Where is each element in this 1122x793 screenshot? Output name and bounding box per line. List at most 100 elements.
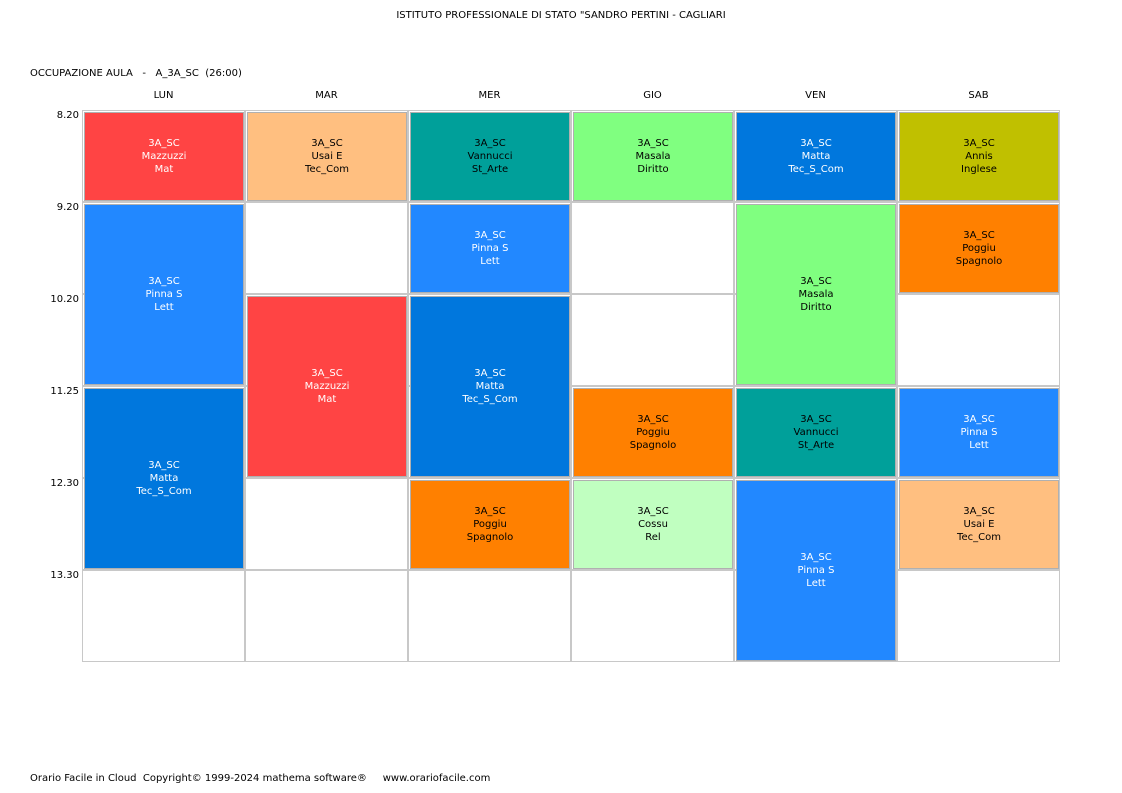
lesson-teacher: Masala xyxy=(635,151,671,162)
lesson-class: 3A_SC xyxy=(311,368,343,379)
lesson-block[interactable]: 3A_SC Mazzuzzi Mat xyxy=(84,112,244,201)
lesson-subject: Diritto xyxy=(800,302,832,313)
lesson-block[interactable]: 3A_SC Annis Inglese xyxy=(899,112,1059,201)
lesson-subject: Tec_Com xyxy=(305,164,349,175)
lesson-teacher: Pinna S xyxy=(797,565,835,576)
lesson-block[interactable]: 3A_SC Pinna S Lett xyxy=(736,480,896,661)
lesson-subject: Lett xyxy=(806,578,826,589)
lesson-subject: St_Arte xyxy=(471,164,509,175)
lesson-subject: Tec_S_Com xyxy=(788,164,844,175)
lesson-subject: Lett xyxy=(969,440,989,451)
time-label: 12.30 xyxy=(50,478,79,489)
lesson-subject: Rel xyxy=(645,532,661,543)
lesson-class: 3A_SC xyxy=(963,230,995,241)
lesson-block[interactable]: 3A_SC Vannucci St_Arte xyxy=(736,388,896,477)
day-header-lun: LUN xyxy=(153,90,174,101)
empty-slot xyxy=(245,202,408,294)
lesson-subject: Diritto xyxy=(637,164,669,175)
lesson-teacher: Cossu xyxy=(638,519,668,530)
lesson-subject: Inglese xyxy=(961,164,997,175)
lesson-class: 3A_SC xyxy=(148,276,180,287)
lesson-class: 3A_SC xyxy=(474,506,506,517)
lesson-teacher: Masala xyxy=(798,289,834,300)
empty-slot xyxy=(82,570,245,662)
lesson-teacher: Poggiu xyxy=(962,243,996,254)
lesson-class: 3A_SC xyxy=(963,414,995,425)
day-header-sab: SAB xyxy=(968,90,989,101)
lesson-block[interactable]: 3A_SC Mazzuzzi Mat xyxy=(247,296,407,477)
lesson-teacher: Matta xyxy=(475,381,505,392)
lesson-teacher: Vannucci xyxy=(793,427,839,438)
lesson-teacher: Poggiu xyxy=(636,427,670,438)
timetable-grid: 3A_SC Mazzuzzi Mat 3A_SC Pinna S Lett 3A_SC Mat… xyxy=(82,110,1060,662)
lesson-block[interactable]: 3A_SC Matta Tec_S_Com xyxy=(84,388,244,569)
lesson-block[interactable]: 3A_SC Vannucci St_Arte xyxy=(410,112,570,201)
day-header-mar: MAR xyxy=(315,90,338,101)
lesson-teacher: Annis xyxy=(965,151,993,162)
lesson-teacher: Matta xyxy=(801,151,831,162)
lesson-class: 3A_SC xyxy=(800,552,832,563)
lesson-teacher: Vannucci xyxy=(467,151,513,162)
lesson-class: 3A_SC xyxy=(474,138,506,149)
lesson-class: 3A_SC xyxy=(637,506,669,517)
lesson-teacher: Usai E xyxy=(963,519,995,530)
lesson-subject: Lett xyxy=(154,302,174,313)
lesson-block[interactable]: 3A_SC Usai E Tec_Com xyxy=(899,480,1059,569)
lesson-subject: Lett xyxy=(480,256,500,267)
day-header-mer: MER xyxy=(478,90,501,101)
lesson-block[interactable]: 3A_SC Matta Tec_S_Com xyxy=(736,112,896,201)
lesson-block[interactable]: 3A_SC Cossu Rel xyxy=(573,480,733,569)
lesson-block[interactable]: 3A_SC Masala Diritto xyxy=(736,204,896,385)
empty-slot xyxy=(571,570,734,662)
empty-slot xyxy=(408,570,571,662)
lesson-block[interactable]: 3A_SC Poggiu Spagnolo xyxy=(573,388,733,477)
lesson-teacher: Usai E xyxy=(311,151,343,162)
lesson-teacher: Pinna S xyxy=(471,243,509,254)
empty-slot xyxy=(245,478,408,570)
lesson-teacher: Pinna S xyxy=(960,427,998,438)
lesson-subject: Spagnolo xyxy=(466,532,514,543)
empty-slot xyxy=(245,570,408,662)
lesson-class: 3A_SC xyxy=(800,138,832,149)
lesson-subject: Mat xyxy=(154,164,174,175)
time-label: 10.20 xyxy=(50,294,79,305)
empty-slot xyxy=(571,294,734,386)
time-label: 9.20 xyxy=(56,202,79,213)
lesson-block[interactable]: 3A_SC Pinna S Lett xyxy=(84,204,244,385)
lesson-subject: St_Arte xyxy=(797,440,835,451)
day-header-gio: GIO xyxy=(643,90,662,101)
day-header-ven: VEN xyxy=(805,90,826,101)
lesson-class: 3A_SC xyxy=(800,276,832,287)
lesson-block[interactable]: 3A_SC Poggiu Spagnolo xyxy=(410,480,570,569)
lesson-teacher: Pinna S xyxy=(145,289,183,300)
lesson-block[interactable]: 3A_SC Usai E Tec_Com xyxy=(247,112,407,201)
lesson-subject: Tec_S_Com xyxy=(136,486,192,497)
page-title: ISTITUTO PROFESSIONALE DI STATO "SANDRO … xyxy=(396,10,726,21)
lesson-block[interactable]: 3A_SC Pinna S Lett xyxy=(410,204,570,293)
lesson-class: 3A_SC xyxy=(474,368,506,379)
time-label: 13.30 xyxy=(50,570,79,581)
footer-copyright: Orario Facile in Cloud Copyright© 1999-2… xyxy=(30,773,491,784)
lesson-subject: Tec_S_Com xyxy=(462,394,518,405)
lesson-class: 3A_SC xyxy=(963,138,995,149)
lesson-class: 3A_SC xyxy=(148,460,180,471)
lesson-block[interactable]: 3A_SC Pinna S Lett xyxy=(899,388,1059,477)
lesson-class: 3A_SC xyxy=(963,506,995,517)
lesson-class: 3A_SC xyxy=(148,138,180,149)
lesson-block[interactable]: 3A_SC Poggiu Spagnolo xyxy=(899,204,1059,293)
lesson-class: 3A_SC xyxy=(800,414,832,425)
lesson-class: 3A_SC xyxy=(637,138,669,149)
lesson-teacher: Poggiu xyxy=(473,519,507,530)
empty-slot xyxy=(897,294,1060,386)
room-label: OCCUPAZIONE AULA - A_3A_SC (26:00) xyxy=(30,68,242,79)
lesson-block[interactable]: 3A_SC Matta Tec_S_Com xyxy=(410,296,570,477)
lesson-block[interactable]: 3A_SC Masala Diritto xyxy=(573,112,733,201)
lesson-teacher: Matta xyxy=(149,473,179,484)
lesson-class: 3A_SC xyxy=(311,138,343,149)
time-label: 11.25 xyxy=(50,386,79,397)
lesson-subject: Spagnolo xyxy=(629,440,677,451)
lesson-subject: Mat xyxy=(317,394,337,405)
lesson-class: 3A_SC xyxy=(474,230,506,241)
empty-slot xyxy=(571,202,734,294)
lesson-subject: Spagnolo xyxy=(955,256,1003,267)
